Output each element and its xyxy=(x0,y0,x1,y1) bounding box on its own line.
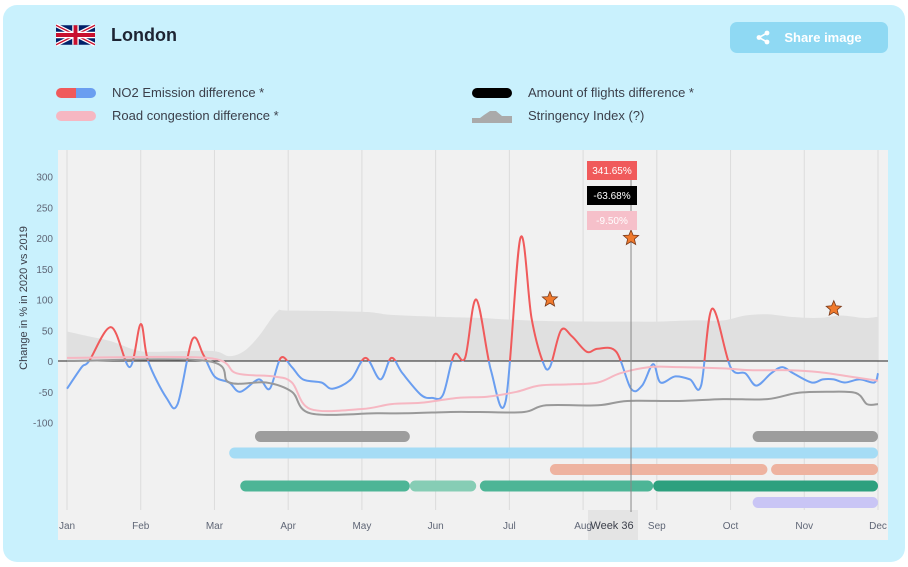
restriction-bar xyxy=(549,464,768,475)
road-line xyxy=(66,355,879,413)
highlight-star-icon xyxy=(541,290,559,307)
x-tick-label: Mar xyxy=(206,521,224,532)
legend-no2[interactable]: NO2 Emission difference * xyxy=(56,85,264,100)
y-axis-label: Change in % in 2020 vs 2019 xyxy=(18,226,30,370)
restriction-bar xyxy=(771,464,878,475)
x-tick-label: Sep xyxy=(648,521,666,532)
restriction-bar xyxy=(229,447,878,459)
y-tick-label: 0 xyxy=(47,357,53,368)
y-axis-ticks: 300 250 200 150 100 50 0 -50 -100 xyxy=(33,173,53,430)
legend-no2-label: NO2 Emission difference * xyxy=(112,85,265,100)
city-name: London xyxy=(111,24,177,45)
series-lines xyxy=(66,235,879,416)
tooltip-no2-box xyxy=(587,161,637,180)
restriction-bar xyxy=(752,431,878,442)
tooltip-no2-value: 341.65% xyxy=(592,166,632,177)
y-tick-label: 50 xyxy=(42,326,54,337)
tooltip-flights-box xyxy=(587,186,637,205)
restriction-bar xyxy=(240,480,410,492)
highlight-star-icon xyxy=(622,228,640,246)
y-tick-label: 150 xyxy=(36,265,53,276)
chart-header: London xyxy=(56,22,177,48)
share-image-button[interactable]: Share image xyxy=(730,22,888,53)
uk-flag-icon xyxy=(56,23,95,47)
stringency-area xyxy=(67,309,878,361)
no2-swatch xyxy=(56,87,96,98)
tooltip-road-box xyxy=(587,211,637,230)
y-tick-label: 250 xyxy=(36,203,53,214)
week-marker-background xyxy=(588,510,638,540)
tooltip-flights-value: -63.68% xyxy=(593,191,630,202)
y-tick-label: -50 xyxy=(39,388,54,399)
restriction-bar xyxy=(653,480,878,492)
x-tick-label: Apr xyxy=(280,521,296,532)
restriction-bar xyxy=(752,497,878,508)
week-marker-label: Week 36 xyxy=(590,520,633,532)
x-tick-label: Jan xyxy=(59,521,75,532)
legend-flights[interactable]: Amount of flights difference * xyxy=(472,85,694,100)
legend-flights-label: Amount of flights difference * xyxy=(528,85,694,100)
x-tick-label: May xyxy=(352,521,371,532)
road-swatch xyxy=(56,110,96,121)
no2-line-negative xyxy=(66,361,879,410)
restriction-bar xyxy=(255,431,410,442)
flights-swatch xyxy=(472,87,512,98)
share-icon xyxy=(756,30,770,45)
x-tick-label: Jun xyxy=(428,521,444,532)
tooltip-road-value: -9.50% xyxy=(596,216,628,227)
y-tick-label: 300 xyxy=(36,173,53,184)
x-tick-label: Aug xyxy=(574,521,592,532)
highlight-star-icon xyxy=(825,299,843,317)
x-tick-label: Dec xyxy=(869,521,887,532)
legend-stringency-label: Stringency Index (?) xyxy=(528,108,645,123)
restriction-bars xyxy=(229,431,878,508)
x-tick-label: Jul xyxy=(503,521,516,532)
x-tick-label: Feb xyxy=(132,521,150,532)
x-tick-label: Oct xyxy=(723,521,739,532)
highlight-stars xyxy=(541,228,843,317)
x-axis-ticks: Jan Feb Mar Apr May Jun Jul Aug Sep Oct Nov Dec xyxy=(59,521,887,532)
legend-road[interactable]: Road congestion difference * xyxy=(56,108,279,123)
share-label: Share image xyxy=(784,30,862,45)
legend-road-label: Road congestion difference * xyxy=(112,108,279,123)
legend-stringency[interactable]: Stringency Index (?) xyxy=(472,108,644,123)
restriction-bar xyxy=(479,480,654,492)
y-tick-label: 100 xyxy=(36,296,53,307)
y-tick-label: 200 xyxy=(36,234,53,245)
flight_line-line xyxy=(66,358,879,416)
y-tick-label: -100 xyxy=(33,419,53,430)
stringency-swatch-icon xyxy=(472,110,512,123)
x-tick-label: Nov xyxy=(795,521,813,532)
restriction-bar xyxy=(409,480,477,492)
